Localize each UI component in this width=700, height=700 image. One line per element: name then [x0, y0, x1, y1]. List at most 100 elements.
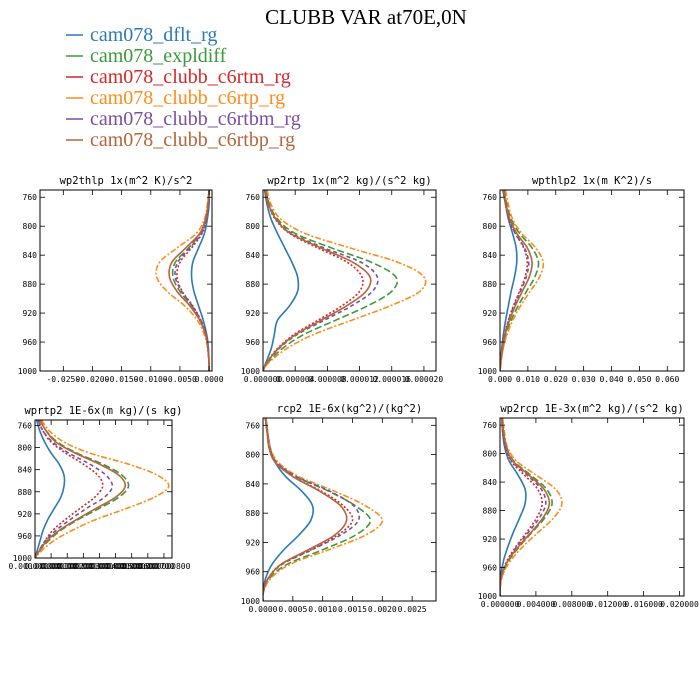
legend-label: cam078_expldiff: [90, 45, 227, 67]
y-tick-label: 840: [18, 466, 33, 475]
x-tick-label: 0.0005: [278, 605, 307, 614]
legend-label: cam078_clubb_c6rtm_rg: [90, 66, 291, 88]
plot-frame: [262, 417, 437, 602]
y-tick-label: 800: [483, 222, 498, 231]
x-tick-label: 0.030: [572, 375, 596, 384]
x-tick-label: -0.0200: [76, 375, 110, 384]
x-tick-label: 0.060: [655, 375, 679, 384]
x-tick-label: 0.0020: [368, 605, 397, 614]
legend-label: cam078_clubb_c6rtbp_rg: [90, 129, 295, 151]
plot-frame: [39, 189, 213, 372]
x-tick-label: 0.000000200: [41, 562, 94, 571]
series-line: [35, 420, 130, 558]
x-tick-label: 0.000000600: [105, 562, 158, 571]
y-tick-label: 760: [246, 421, 261, 430]
y-tick-label: 880: [483, 280, 498, 289]
y-tick-label: 1000: [241, 597, 260, 606]
x-tick-label: 0.020000: [660, 600, 699, 609]
series-line: [263, 190, 372, 371]
y-tick-label: 920: [23, 309, 38, 318]
y-tick-label: 840: [23, 251, 38, 260]
x-tick-label: 0.000000400: [73, 562, 126, 571]
figure-title: CLUBB VAR at70E,0N: [265, 5, 467, 29]
y-tick-label: 880: [246, 509, 261, 518]
series-line: [500, 418, 551, 596]
y-tick-label: 800: [246, 451, 261, 460]
x-tick-label: 0.000000800: [137, 562, 190, 571]
x-tick-label: 0.000016: [372, 375, 411, 384]
panel-title: wprtp2 1E-6x(m kg)/(s kg): [24, 405, 182, 417]
series-line: [263, 418, 348, 601]
y-tick-label: 840: [246, 480, 261, 489]
y-tick-label: 920: [483, 535, 498, 544]
x-tick-label: 0.012000: [588, 600, 627, 609]
y-tick-label: 800: [23, 222, 38, 231]
x-tick-label: 0.0015: [338, 605, 367, 614]
y-tick-label: 920: [246, 309, 261, 318]
series-line: [263, 190, 427, 371]
x-tick-label: 0.0000: [249, 605, 278, 614]
legend-label: cam078_dflt_rg: [90, 24, 217, 46]
y-tick-label: 920: [18, 510, 33, 519]
y-tick-label: 800: [246, 222, 261, 231]
y-tick-label: 760: [246, 193, 261, 202]
y-tick-label: 960: [483, 564, 498, 573]
y-tick-label: 880: [23, 280, 38, 289]
panel-title: wpthlp2 1x(m K^2)/s: [532, 175, 652, 187]
x-tick-label: 0.000000: [481, 600, 520, 609]
series-line: [500, 418, 553, 596]
series-line: [263, 190, 379, 371]
chart-panel: wprtp2 1E-6x(m kg)/(s kg) 760 800 840 880 920…: [9, 405, 191, 571]
panel-title: wp2thlp 1x(m^2 K)/s^2: [60, 175, 193, 187]
series-line: [500, 190, 545, 371]
x-tick-label: 0.0025: [398, 605, 427, 614]
series-line: [168, 190, 210, 371]
series-line: [263, 418, 361, 601]
series-line: [35, 420, 104, 558]
y-tick-label: 880: [483, 507, 498, 516]
series-line: [500, 418, 563, 596]
series-line: [35, 420, 127, 558]
x-tick-label: 0.010: [516, 375, 540, 384]
y-tick-label: 1000: [13, 554, 32, 563]
series-line: [263, 190, 300, 371]
legend: cam078_dflt_rgcam078_expldiffcam078_club…: [66, 24, 301, 151]
x-tick-label: 0.000000500: [89, 562, 142, 571]
y-tick-label: 760: [483, 421, 498, 430]
x-tick-label: 0.000: [488, 375, 512, 384]
y-tick-label: 920: [246, 538, 261, 547]
x-tick-label: 0.000012: [340, 375, 379, 384]
plot-frame: [262, 189, 437, 372]
y-tick-label: 840: [483, 478, 498, 487]
series-line: [155, 190, 210, 371]
series-line: [500, 418, 543, 596]
chart-panel: rcp2 1E-6x(kg^2)/(kg^2) 760 800 840 880 920 96…: [241, 403, 437, 614]
chart-panel: wp2thlp 1x(m^2 K)/s^2 760 800 840 880 920 960 1…: [18, 175, 224, 384]
y-tick-label: 800: [483, 450, 498, 459]
series-line: [35, 420, 114, 558]
series-line: [263, 418, 372, 601]
y-tick-label: 840: [246, 251, 261, 260]
chart-panel: wp2rtp 1x(m^2 kg)/(s^2 kg) 760 800 840 880 92…: [241, 175, 444, 384]
legend-label: cam078_clubb_c6rtbm_rg: [90, 108, 301, 130]
series-line: [263, 418, 384, 601]
y-tick-label: 960: [23, 338, 38, 347]
x-tick-label: 0.000000: [244, 375, 283, 384]
x-tick-label: 0.004000: [517, 600, 556, 609]
series-line: [263, 190, 399, 371]
series-line: [171, 190, 210, 371]
panel-title: wp2rtp 1x(m^2 kg)/(s^2 kg): [267, 175, 431, 187]
chart-panel: wp2rcp 1E-3x(m^2 kg)/(s^2 kg)760 800 840 88…: [478, 403, 699, 609]
chart-panel: wpthlp2 1x(m K^2)/s 760 800 840 880 920 960 100…: [478, 175, 685, 384]
series-line: [500, 190, 533, 371]
x-tick-label: 0.020: [544, 375, 568, 384]
y-tick-label: 960: [483, 338, 498, 347]
panel-title: rcp2 1E-6x(kg^2)/(kg^2): [277, 403, 422, 415]
series-line: [35, 420, 66, 558]
series-line: [500, 190, 540, 371]
y-tick-label: 880: [18, 488, 33, 497]
x-tick-label: 0.040: [599, 375, 623, 384]
y-tick-label: 1000: [241, 367, 260, 376]
x-tick-label: 0.000004: [276, 375, 315, 384]
